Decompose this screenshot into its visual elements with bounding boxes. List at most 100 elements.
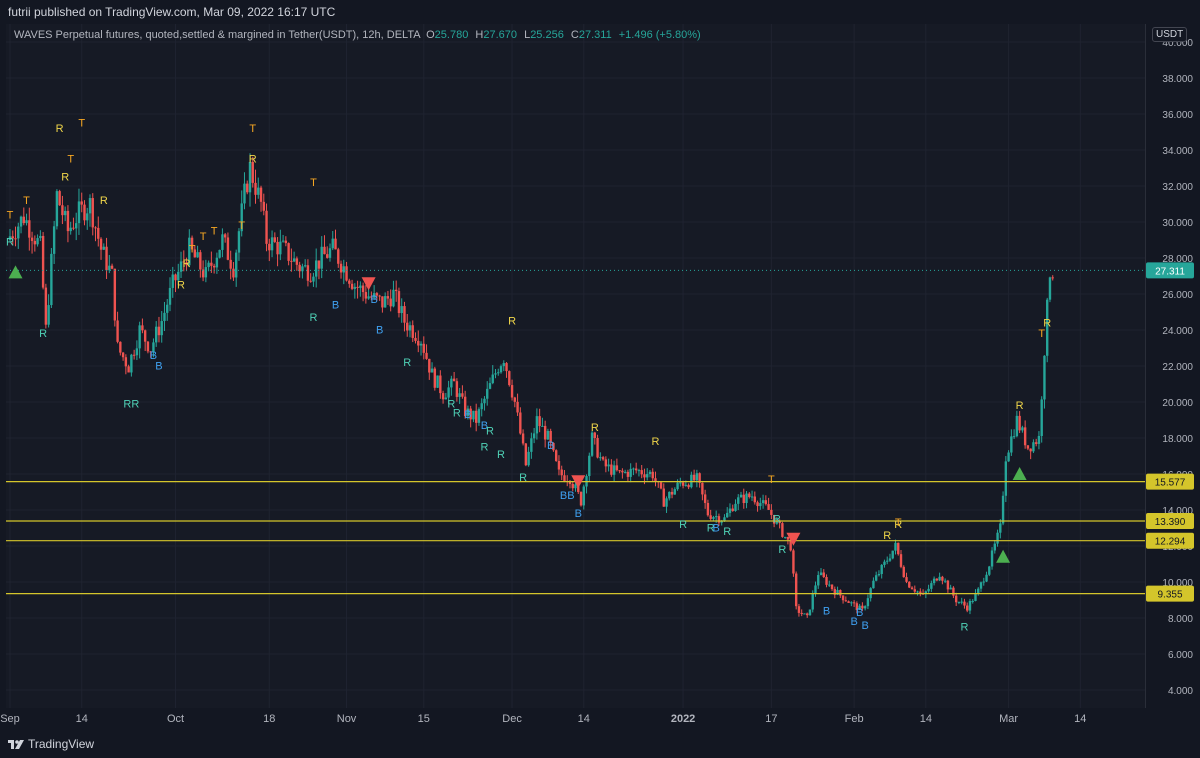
candle-body: [320, 246, 323, 269]
candle-body: [41, 235, 45, 288]
candle-body: [312, 276, 315, 282]
candle-body: [590, 432, 594, 456]
candle-body: [527, 451, 530, 466]
candle-body: [273, 237, 277, 242]
candle-body: [808, 609, 812, 616]
y-tick-label: 18.000: [1162, 434, 1193, 445]
x-tick-label: 14: [76, 713, 88, 725]
signal-label: T: [189, 244, 196, 256]
candle-body: [1029, 448, 1032, 452]
candle-body: [262, 201, 265, 211]
buy-arrow: [996, 549, 1011, 563]
candle-body: [1004, 461, 1008, 496]
candle-body: [648, 471, 652, 475]
candle-body: [908, 581, 911, 588]
tradingview-logo[interactable]: TradingView: [8, 737, 94, 751]
candle-body: [298, 264, 301, 272]
candle-body: [513, 397, 517, 402]
candle-body: [232, 268, 235, 278]
candle-body: [783, 536, 787, 538]
candle-body: [999, 523, 1002, 533]
candle-body: [913, 589, 916, 592]
candle-body: [811, 593, 814, 610]
candle-body: [226, 237, 230, 260]
candle-body: [510, 385, 514, 398]
y-tick-label: 14.000: [1162, 506, 1193, 517]
candle-body: [670, 491, 674, 495]
y-tick-label: 34.000: [1162, 146, 1193, 157]
candle-body: [1046, 299, 1049, 356]
candle-body: [574, 484, 577, 489]
candle-body: [185, 262, 188, 266]
candle-body: [276, 241, 279, 255]
candle-body: [508, 371, 511, 386]
candle-body: [36, 238, 39, 245]
candle-body: [210, 262, 213, 266]
candle-body: [1051, 277, 1054, 279]
candle-body: [218, 249, 221, 258]
signal-label: T: [310, 177, 317, 189]
candle-body: [977, 588, 980, 593]
candle-body: [108, 265, 111, 271]
candle-body: [1023, 427, 1027, 446]
candle-body: [157, 326, 161, 336]
candle-body: [171, 274, 174, 288]
candle-body: [417, 340, 420, 346]
candle-body: [706, 502, 710, 516]
candle-body: [651, 471, 654, 479]
candle-body: [1021, 427, 1024, 431]
candle-body: [292, 258, 296, 262]
candle-body: [196, 252, 199, 258]
candle-body: [199, 252, 202, 270]
signal-label: R: [403, 357, 411, 369]
sell-arrow: [786, 532, 801, 546]
candle-body: [455, 381, 459, 397]
candle-body: [690, 474, 693, 488]
candle-body: [538, 416, 541, 427]
candle-body: [880, 564, 883, 574]
candle-body: [235, 252, 238, 278]
candle-body: [400, 306, 403, 314]
candle-body: [215, 257, 219, 268]
candle-body: [223, 234, 227, 238]
candle-body: [554, 450, 558, 461]
candle-body: [839, 590, 842, 596]
y-tick-label: 38.000: [1162, 74, 1193, 85]
candle-body: [618, 470, 621, 472]
high-value: 27.670: [483, 29, 517, 41]
high-label: H: [475, 29, 484, 41]
candle-body: [712, 517, 715, 519]
candle-body: [847, 601, 850, 603]
candle-body: [532, 433, 536, 439]
x-tick-label: 14: [1074, 713, 1086, 725]
candle-body: [113, 268, 117, 321]
level-price-tag: [1146, 473, 1194, 490]
candle-body: [394, 289, 398, 292]
candle-body: [331, 238, 334, 249]
x-tick-label: 18: [263, 713, 275, 725]
candle-body: [28, 220, 31, 238]
signal-label: B: [547, 440, 554, 452]
candle-body: [797, 606, 801, 613]
candle-body: [963, 601, 966, 606]
candle-body: [472, 410, 475, 420]
candle-body: [519, 412, 522, 434]
candle-body: [179, 261, 183, 272]
currency-badge[interactable]: USDT: [1152, 27, 1188, 42]
candle-body: [334, 238, 337, 250]
candle-body: [855, 603, 859, 610]
candle-body: [825, 577, 828, 585]
candle-body: [425, 352, 428, 359]
candle-body: [268, 243, 271, 251]
candle-body: [389, 298, 392, 307]
signal-label: R: [183, 258, 191, 270]
candle-body: [339, 263, 343, 273]
candle-body: [698, 473, 701, 483]
candle-body: [988, 566, 991, 575]
candle-body: [841, 595, 845, 601]
candle-body: [52, 226, 56, 254]
candle-body: [22, 216, 25, 224]
candle-body: [58, 191, 61, 206]
candle-body: [1034, 442, 1038, 444]
